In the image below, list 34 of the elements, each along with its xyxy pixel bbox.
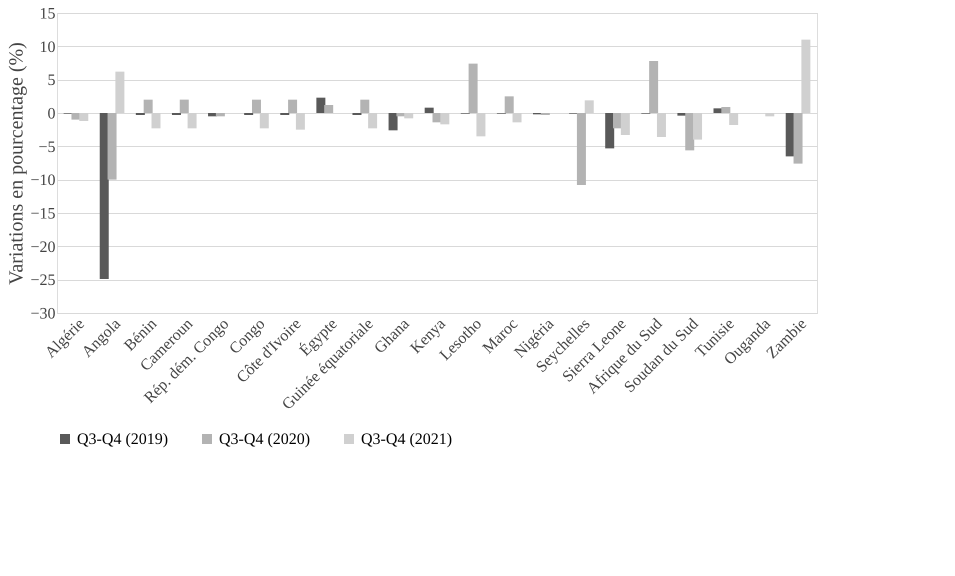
y-tick-label: 0 xyxy=(48,106,56,122)
legend-label: Q3-Q4 (2020) xyxy=(219,431,310,448)
y-tick-label: −15 xyxy=(30,206,56,222)
y-tick-label: −10 xyxy=(30,172,56,190)
bar xyxy=(576,113,586,185)
bar xyxy=(794,113,803,164)
y-tick-label: −20 xyxy=(30,238,56,256)
y-tick-label: −30 xyxy=(30,306,56,322)
bar xyxy=(468,64,478,113)
bar xyxy=(388,113,398,130)
bar xyxy=(252,100,261,113)
bar xyxy=(504,96,514,113)
y-tick-label: 10 xyxy=(40,38,56,56)
y-axis-title: Variations en pourcentage (%) xyxy=(5,42,28,285)
bar xyxy=(144,100,153,113)
bar xyxy=(721,107,730,113)
y-tick-label: 5 xyxy=(48,72,56,90)
y-tick-label: −25 xyxy=(30,272,56,290)
bar xyxy=(316,98,326,113)
bar xyxy=(216,113,225,116)
bar xyxy=(288,100,298,113)
legend-label: Q3-Q4 (2019) xyxy=(77,431,168,448)
bar xyxy=(649,61,658,113)
legend-label: Q3-Q4 (2021) xyxy=(361,431,452,448)
bar xyxy=(180,100,189,113)
bar xyxy=(324,105,334,113)
bar xyxy=(108,113,117,180)
y-tick-label: 15 xyxy=(40,6,56,22)
bar xyxy=(685,113,694,150)
y-tick-label: −5 xyxy=(38,138,56,156)
bar xyxy=(100,113,109,279)
bar xyxy=(424,108,434,113)
bar xyxy=(605,113,614,148)
bar xyxy=(360,100,370,113)
